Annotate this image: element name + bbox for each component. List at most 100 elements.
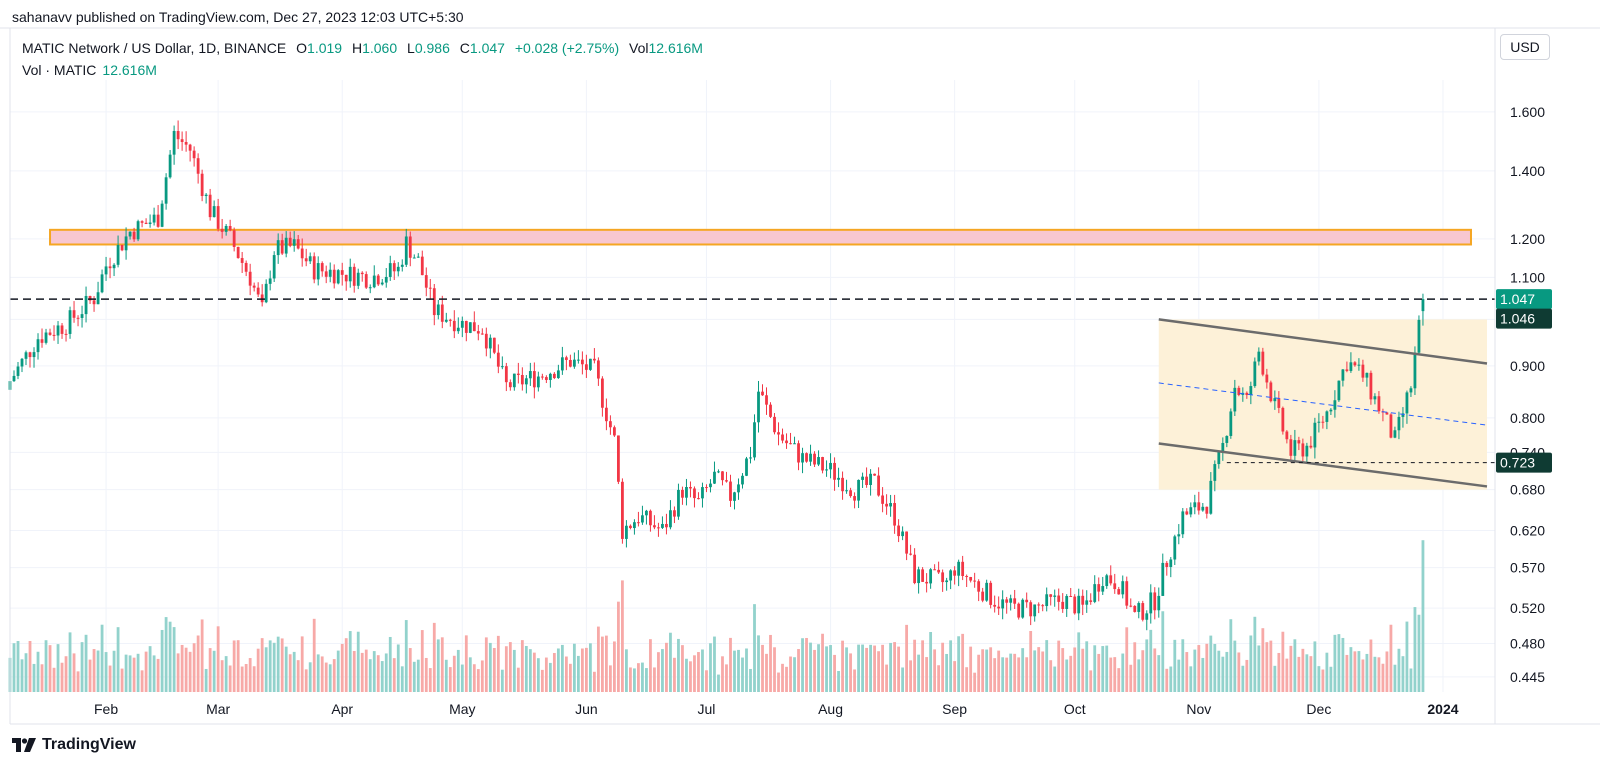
volume-bar: [785, 666, 788, 692]
candle: [340, 262, 344, 286]
candle-body: [1145, 613, 1149, 620]
candle-body: [681, 489, 684, 498]
volume-bar: [44, 640, 48, 692]
candle-body: [452, 320, 456, 332]
footer-brand[interactable]: TradingView: [12, 736, 136, 754]
candle: [404, 228, 408, 267]
candle: [204, 193, 208, 204]
candle: [1349, 352, 1353, 373]
candle: [753, 414, 756, 461]
candle: [805, 452, 808, 463]
volume-bar: [580, 648, 584, 692]
channel-mid-line[interactable]: [1158, 382, 1488, 426]
candle: [1029, 600, 1033, 626]
candle: [128, 231, 132, 240]
candle: [1157, 587, 1161, 618]
candle-body: [1165, 562, 1169, 567]
volume-bar: [1317, 666, 1321, 692]
candle: [917, 566, 921, 594]
candle-body: [813, 453, 816, 465]
candle-body: [380, 282, 384, 285]
candle: [392, 260, 396, 281]
candle: [737, 478, 740, 500]
volume-bar: [789, 656, 792, 692]
candle-body: [404, 236, 408, 265]
volume-bar: [1365, 653, 1369, 692]
candle-body: [645, 510, 648, 516]
candle-body: [697, 498, 700, 500]
candle: [284, 231, 288, 258]
candle: [1389, 413, 1393, 439]
channel-lower-line[interactable]: [1158, 442, 1488, 488]
candle: [761, 384, 764, 396]
volume-bar: [1193, 649, 1197, 692]
candle-body: [420, 256, 424, 276]
volume-bar: [709, 643, 712, 692]
candle-body: [152, 214, 156, 223]
candle-body: [637, 522, 640, 524]
volume-bar: [857, 644, 860, 692]
candle-body: [1197, 502, 1201, 511]
volume-bar: [749, 668, 752, 692]
volume-bar: [200, 619, 204, 692]
currency-button[interactable]: USD: [1500, 34, 1550, 60]
candle: [40, 328, 44, 348]
candle: [1361, 359, 1365, 382]
candle: [969, 576, 973, 583]
volume-bar: [629, 667, 632, 692]
candle-body: [1253, 361, 1257, 387]
candle-body: [112, 264, 116, 269]
candle-body: [1229, 411, 1233, 436]
volume-bar: [228, 665, 232, 692]
volume-bar: [208, 648, 212, 692]
volume-bar: [1005, 657, 1009, 692]
candle: [769, 402, 772, 418]
volume-legend-label[interactable]: Vol · MATIC: [22, 62, 97, 78]
candle: [681, 486, 684, 505]
candle: [641, 505, 644, 525]
candle-body: [36, 339, 40, 353]
volume-bar: [945, 653, 949, 692]
candle-body: [1341, 369, 1345, 381]
candle-body: [284, 237, 288, 254]
candle: [188, 143, 192, 162]
candle: [1301, 438, 1305, 463]
volume-bar: [925, 657, 929, 692]
candle: [376, 274, 380, 287]
volume-bar: [256, 648, 260, 692]
volume-bar: [1117, 668, 1121, 692]
candle: [869, 469, 872, 496]
candle: [973, 572, 977, 588]
candle-body: [1261, 351, 1265, 375]
volume-bar: [232, 640, 236, 692]
candle-body: [1185, 511, 1189, 515]
volume-bar: [669, 632, 672, 692]
candle-body: [997, 606, 1001, 609]
volume-bar: [929, 632, 933, 692]
candle: [957, 559, 961, 587]
candle: [645, 509, 648, 525]
candle: [877, 467, 880, 497]
candle: [1405, 390, 1409, 424]
volume-bar: [1253, 616, 1257, 692]
candle: [1117, 586, 1121, 595]
volume-bar: [697, 652, 700, 692]
candle-body: [861, 476, 864, 480]
symbol-title[interactable]: MATIC Network / US Dollar, 1D, BINANCE: [22, 40, 287, 56]
candle-body: [853, 496, 856, 501]
channel-upper-line[interactable]: [1158, 318, 1488, 365]
candle: [532, 362, 536, 399]
candle: [993, 595, 997, 613]
volume-bar: [1149, 629, 1153, 692]
candle-body: [749, 457, 752, 459]
y-tick-label: 1.200: [1510, 231, 1545, 247]
resistance-zone[interactable]: [49, 228, 1472, 246]
volume-bar: [853, 669, 856, 692]
candle: [44, 328, 48, 345]
volume-bar: [693, 655, 696, 692]
candle-body: [777, 432, 780, 435]
volume-bar: [1405, 621, 1409, 692]
volume-bar: [88, 659, 92, 692]
volume-bar: [1141, 650, 1145, 692]
